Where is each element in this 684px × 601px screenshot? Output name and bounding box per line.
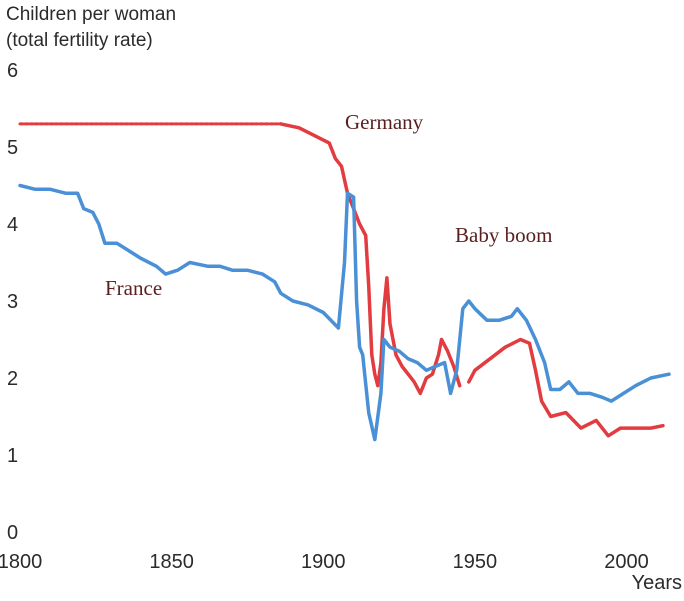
- x-tick-label: 1900: [301, 551, 346, 573]
- germany-series-line: [279, 122, 462, 396]
- y-tick-label: 3: [7, 291, 18, 313]
- x-tick-label: 1800: [0, 551, 42, 573]
- y-tick-label: 4: [7, 214, 18, 236]
- annotation-germany: Germany: [345, 110, 424, 134]
- series-lines: [18, 122, 671, 442]
- annotation-france: France: [105, 276, 162, 300]
- y-tick-label: 5: [7, 137, 18, 159]
- france-series-line: [18, 183, 671, 442]
- x-tick-label: 2000: [604, 551, 649, 573]
- y-axis-label-line-1: Children per woman: [6, 4, 176, 25]
- x-axis-label: Years: [632, 572, 682, 594]
- x-axis-ticks: 1800 1850 1900 1950 2000: [0, 551, 649, 573]
- x-tick-label: 1850: [149, 551, 194, 573]
- y-tick-label: 1: [7, 445, 18, 467]
- y-tick-label: 2: [7, 368, 18, 390]
- y-tick-label: 0: [7, 522, 18, 544]
- y-axis-ticks: 0 1 2 3 4 5 6: [7, 60, 18, 544]
- annotation-baby-boom: Baby boom: [455, 223, 552, 247]
- x-tick-label: 1950: [453, 551, 498, 573]
- y-tick-label: 6: [7, 60, 18, 82]
- y-axis-label-line-2: (total fertility rate): [6, 30, 153, 51]
- germany-series-line: [467, 337, 665, 438]
